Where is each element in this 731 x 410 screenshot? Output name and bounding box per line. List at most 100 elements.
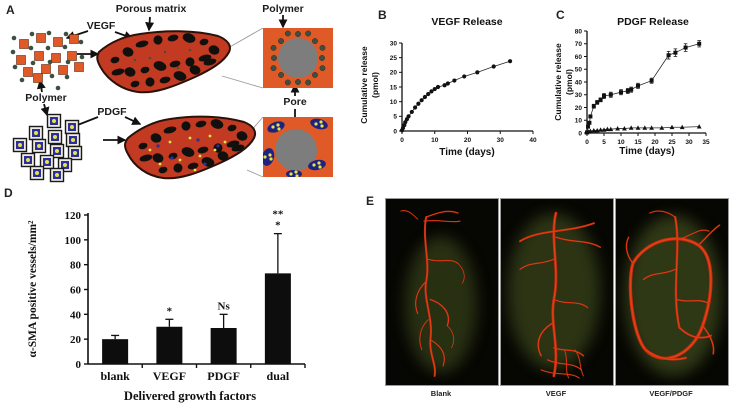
y-tick-label: 20 [390, 70, 398, 77]
matrix-pore [110, 56, 120, 64]
y-tick-label: 30 [390, 40, 398, 47]
category-label: dual [267, 369, 290, 383]
polymer-dot [305, 30, 312, 37]
matrix-pore [185, 57, 195, 67]
connector-line [246, 169, 264, 178]
y-tick-label: 30 [575, 92, 583, 99]
data-point-circle [452, 78, 457, 83]
data-point-circle [416, 101, 421, 106]
vessel-highlight [678, 327, 712, 339]
polymer-dot [319, 44, 326, 51]
pdgf-blob [286, 170, 302, 177]
data-point-circle [429, 89, 434, 94]
matrix-blue-speck [216, 144, 220, 148]
data-point-square [697, 41, 702, 46]
matrix-yellow-speck [213, 148, 217, 152]
data-point-square [586, 124, 591, 129]
y-tick-label: 50 [575, 67, 583, 74]
y-tick-label: 10 [575, 118, 583, 125]
matrix-pore [203, 58, 217, 66]
x-tick-label: 5 [602, 139, 606, 146]
vessel-highlight [698, 224, 720, 246]
arrow [145, 16, 155, 32]
vessel-highlight [423, 220, 461, 222]
vegf-release-xlabel: Time (days) [439, 147, 495, 158]
x-tick-label: 10 [431, 137, 439, 144]
data-point-square [625, 88, 630, 93]
data-point-circle [409, 109, 414, 115]
matrix-pore [152, 153, 164, 163]
x-tick-label: 30 [685, 139, 693, 146]
y-tick-label: 60 [575, 54, 583, 61]
vegf-dot [65, 59, 71, 65]
data-point-square [636, 83, 640, 88]
data-point-square [666, 53, 671, 58]
data-point-square [673, 50, 678, 55]
y-tick-label: 10 [390, 99, 398, 106]
pore-label: Pore [283, 96, 307, 108]
matrix-green-speck [188, 48, 192, 52]
vegf-dot [10, 49, 16, 55]
data-point-circle [507, 59, 513, 64]
panel-label-c: C [556, 8, 565, 22]
x-tick-label: 20 [651, 139, 659, 146]
matrix-yellow-speck [148, 148, 152, 152]
data-point-square [602, 94, 606, 99]
matrix-pore [140, 66, 150, 74]
vessel-highlight [564, 349, 569, 379]
significance-annotation: Ns [218, 300, 231, 312]
matrix-green-speck [148, 56, 152, 60]
data-point-triangle [608, 126, 614, 132]
significance-annotation: * [167, 305, 173, 317]
matrix-pore [124, 67, 136, 77]
y-tick-label: 40 [575, 79, 583, 86]
porous-matrix-blob [124, 115, 257, 180]
polymer-left-label: Polymer [25, 92, 66, 104]
y-tick-label: 70 [575, 41, 583, 48]
data-point-circle [442, 83, 447, 88]
vegf-dot [78, 39, 84, 45]
matrix-pore [199, 38, 209, 46]
panel-label-d: D [4, 186, 13, 200]
polymer-dot [319, 55, 325, 61]
significance-annotation: ** [272, 209, 284, 221]
matrix-pore [167, 34, 179, 42]
matrix-yellow-speck [158, 162, 162, 166]
vegf-polymer-square [33, 73, 43, 83]
data-point-triangle [601, 127, 607, 132]
matrix-pore [181, 147, 195, 157]
data-point-triangle [679, 124, 685, 130]
pdgf-square-dot [71, 138, 75, 142]
vegf-dot [11, 35, 17, 41]
data-point-circle [462, 74, 467, 79]
significance-annotation: * [275, 220, 281, 232]
matrix-pore [189, 65, 201, 75]
vegf-dot [62, 44, 68, 50]
data-point-circle [422, 94, 428, 100]
polymer-dot [270, 44, 277, 51]
matrix-pore [158, 166, 168, 174]
vegf-dot [47, 59, 53, 65]
polymer-dot [295, 79, 301, 85]
vegf-polymer-square [67, 51, 77, 61]
data-point-triangle [649, 125, 654, 130]
y-tick-label: 80 [70, 260, 82, 272]
caption-vegf: VEGF [545, 389, 567, 398]
pdgf-blob-dot [317, 161, 321, 165]
vessel-highlight [555, 236, 601, 248]
micrograph-blank [385, 198, 499, 386]
vessel-highlight [400, 210, 418, 220]
matrix-pore [182, 33, 196, 43]
vessel-highlight [626, 236, 634, 264]
category-label: VEGF [153, 369, 186, 383]
matrix-pore [139, 154, 153, 162]
bar [210, 327, 237, 364]
porous-matrix-blob [96, 30, 231, 94]
vegf-release-ylabel: Cumulative release (pmol) [359, 30, 381, 140]
matrix-pore [159, 76, 171, 84]
caption-blank: Blank [430, 389, 452, 398]
vegf-release-chart: 0 10 20 30 40 0 5 10 15 20 25 30 [390, 40, 537, 144]
vegf-polymer-square [36, 33, 46, 43]
pdgf-blob-dot [314, 122, 318, 126]
